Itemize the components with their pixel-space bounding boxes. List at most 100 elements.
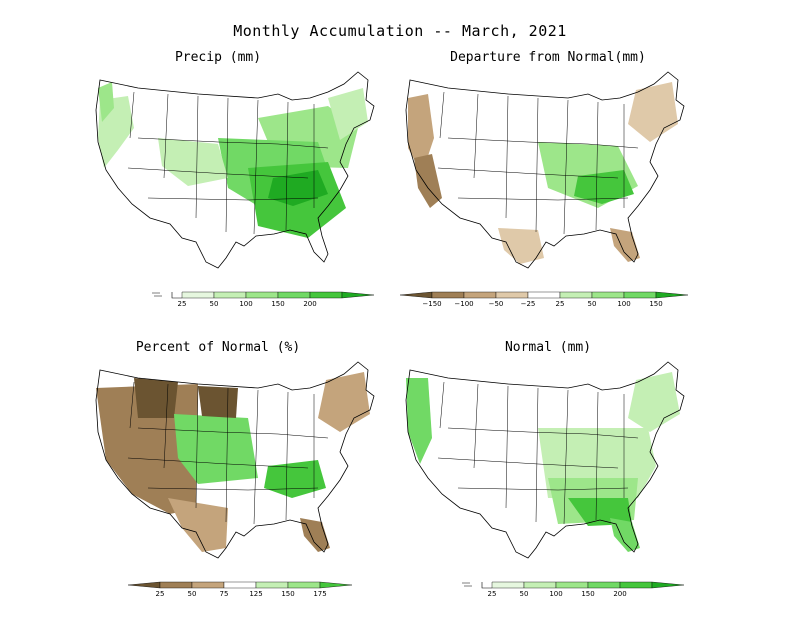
precip-fill-regions bbox=[98, 82, 368, 238]
map-percent bbox=[95, 361, 375, 559]
map-departure bbox=[405, 71, 685, 269]
legend-tick-label: −25 bbox=[521, 300, 536, 308]
legend-bin bbox=[213, 291, 247, 299]
panel-precip: Precip (mm) 25 50 100 150 200 bbox=[78, 50, 398, 340]
legend-tick-label: 25 bbox=[156, 590, 165, 598]
percent-state-lines bbox=[127, 381, 329, 525]
percent-region-southwest-dry bbox=[168, 498, 228, 552]
legend-bin bbox=[591, 291, 625, 299]
legend-bin bbox=[619, 581, 653, 589]
legend-tick-label: 50 bbox=[210, 300, 219, 308]
normal-us-outline bbox=[405, 361, 685, 559]
legend-tick-label: 25 bbox=[178, 300, 187, 308]
precip-region-northeast bbox=[328, 88, 368, 140]
panel-title-precip: Precip (mm) bbox=[174, 50, 262, 65]
legend-tick-label: 175 bbox=[313, 590, 326, 598]
legend-tick-label: 150 bbox=[649, 300, 662, 308]
legend-bin bbox=[127, 581, 161, 589]
percent-region-northeast-dry bbox=[318, 372, 370, 432]
legend-bin bbox=[191, 581, 225, 589]
panel-normal: Normal (mm) 25 50 100 150 200 bbox=[388, 340, 708, 630]
legend-tick-label: 125 bbox=[249, 590, 262, 598]
legend-open-end-symbol bbox=[152, 292, 182, 299]
panel-title-departure: Departure from Normal(mm) bbox=[450, 50, 646, 65]
legend-tick-label: 150 bbox=[581, 590, 594, 598]
legend-tick-label: 200 bbox=[613, 590, 626, 598]
legend-bin bbox=[287, 581, 321, 589]
legend-bin bbox=[460, 582, 492, 588]
legend-bin bbox=[319, 581, 353, 589]
legend-tick-label: −100 bbox=[454, 300, 473, 308]
departure-us-outline bbox=[405, 71, 685, 269]
legend-bin bbox=[463, 291, 497, 299]
legend-bin bbox=[523, 581, 557, 589]
panel-percent: Percent of Normal (%) 25 50 75 125 150 175 bbox=[78, 340, 398, 630]
departure-region-west-coast-dry bbox=[408, 94, 434, 174]
normal-region-gulf bbox=[568, 498, 632, 526]
precip-region-tn-valley bbox=[268, 170, 328, 206]
legend-bin bbox=[559, 291, 593, 299]
percent-fill-regions bbox=[96, 372, 370, 552]
normal-region-fl bbox=[610, 518, 640, 552]
legend-open-end-symbol bbox=[462, 582, 492, 589]
legend-tick-label: 150 bbox=[271, 300, 284, 308]
departure-region-tn-wet bbox=[574, 170, 634, 204]
percent-us-outline bbox=[95, 361, 375, 559]
legend-tick-label: 100 bbox=[239, 300, 252, 308]
legend-tick-label: 100 bbox=[549, 590, 562, 598]
legend-bin bbox=[651, 581, 685, 589]
legend-bin bbox=[527, 291, 561, 299]
legend-bin bbox=[245, 291, 279, 299]
percent-region-tn-wet bbox=[264, 460, 326, 498]
panel-departure: Departure from Normal(mm) −150 −100 −50 −25… bbox=[388, 50, 708, 340]
legend-bin bbox=[431, 291, 465, 299]
legend-departure-bins bbox=[399, 291, 689, 299]
departure-region-ca-dry bbox=[414, 154, 442, 208]
precip-region-pnw-coast bbox=[98, 82, 114, 122]
legend-departure: −150 −100 −50 −25 25 50 100 150 bbox=[399, 291, 689, 308]
legend-tick-label: 50 bbox=[188, 590, 197, 598]
departure-fill-regions bbox=[408, 82, 678, 264]
legend-tick-label: 150 bbox=[281, 590, 294, 598]
map-normal bbox=[405, 361, 685, 559]
departure-region-northeast-dry bbox=[628, 82, 678, 142]
normal-region-northeast bbox=[628, 372, 680, 432]
panel-title-percent: Percent of Normal (%) bbox=[135, 340, 301, 355]
legend-percent-bins bbox=[127, 581, 353, 589]
legend-normal-bins bbox=[460, 581, 685, 589]
panel-title-normal: Normal (mm) bbox=[504, 340, 592, 355]
legend-bin bbox=[555, 581, 589, 589]
legend-precip: 25 50 100 150 200 bbox=[150, 291, 375, 308]
percent-region-fl-dry bbox=[300, 518, 330, 552]
precip-region-central bbox=[158, 138, 228, 186]
legend-precip-bins bbox=[150, 291, 375, 299]
legend-percent-ticks: 25 50 75 125 150 175 bbox=[156, 590, 327, 598]
legend-tick-label: 200 bbox=[303, 300, 316, 308]
legend-tick-label: 50 bbox=[520, 590, 529, 598]
precip-us-outline bbox=[95, 71, 375, 269]
departure-region-tx-dry bbox=[498, 228, 544, 264]
departure-state-lines bbox=[437, 91, 639, 235]
legend-tick-label: 100 bbox=[617, 300, 630, 308]
legend-tick-label: 25 bbox=[556, 300, 565, 308]
legend-bin bbox=[150, 292, 182, 298]
legend-tick-label: 50 bbox=[588, 300, 597, 308]
legend-tick-label: 75 bbox=[220, 590, 229, 598]
map-precip bbox=[95, 71, 375, 269]
legend-bin bbox=[277, 291, 311, 299]
legend-bin bbox=[159, 581, 193, 589]
legend-bin bbox=[623, 291, 657, 299]
legend-tick-label: −150 bbox=[422, 300, 441, 308]
percent-region-plains-wet bbox=[174, 414, 258, 484]
legend-bin bbox=[587, 581, 621, 589]
legend-departure-ticks: −150 −100 −50 −25 25 50 100 150 bbox=[422, 300, 662, 308]
percent-region-nw-very-dry bbox=[134, 378, 178, 418]
legend-bin bbox=[491, 581, 525, 589]
departure-region-fl-dry bbox=[610, 228, 640, 262]
legend-bin bbox=[309, 291, 343, 299]
normal-fill-regions bbox=[406, 372, 680, 552]
legend-bin bbox=[399, 291, 433, 299]
legend-precip-ticks: 25 50 100 150 200 bbox=[178, 300, 317, 308]
legend-bin bbox=[655, 291, 689, 299]
page-title: Monthly Accumulation -- March, 2021 bbox=[233, 22, 567, 40]
